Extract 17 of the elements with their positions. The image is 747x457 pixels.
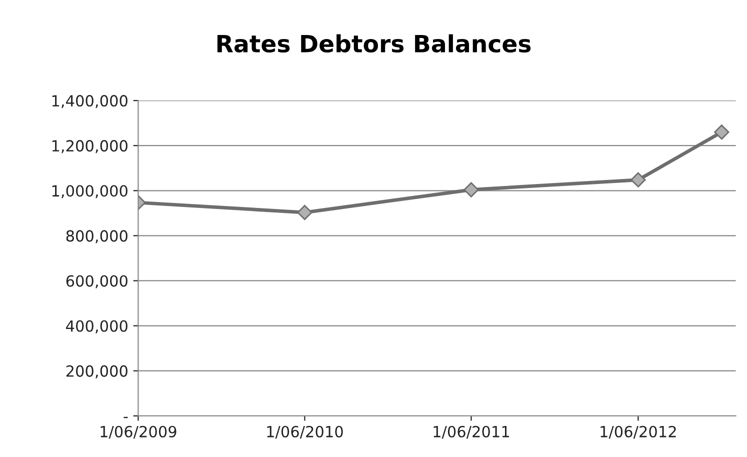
y-tick-label: 800,000 [66, 230, 128, 244]
y-tick-label: 1,200,000 [52, 140, 128, 154]
x-tick-label: 1/06/2010 [267, 426, 343, 439]
y-tick-label: 400,000 [66, 320, 128, 334]
y-tick-label: 600,000 [66, 275, 128, 288]
x-tick-label: 1/06/2012 [600, 426, 676, 439]
x-tick-label: 1/06/2009 [100, 426, 176, 439]
chart-title: Rates Debtors Balances [217, 34, 531, 53]
point [714, 124, 730, 140]
x-tick-label: 1/06/2011 [434, 426, 509, 439]
y-tick-label: - [124, 416, 128, 418]
point [464, 182, 479, 198]
y-tick-label: 1,000,000 [52, 185, 128, 198]
y-tick-label: 200,000 [66, 365, 128, 378]
y-tick-label: 1,400,000 [52, 95, 128, 108]
point [297, 204, 312, 220]
point [630, 172, 646, 188]
